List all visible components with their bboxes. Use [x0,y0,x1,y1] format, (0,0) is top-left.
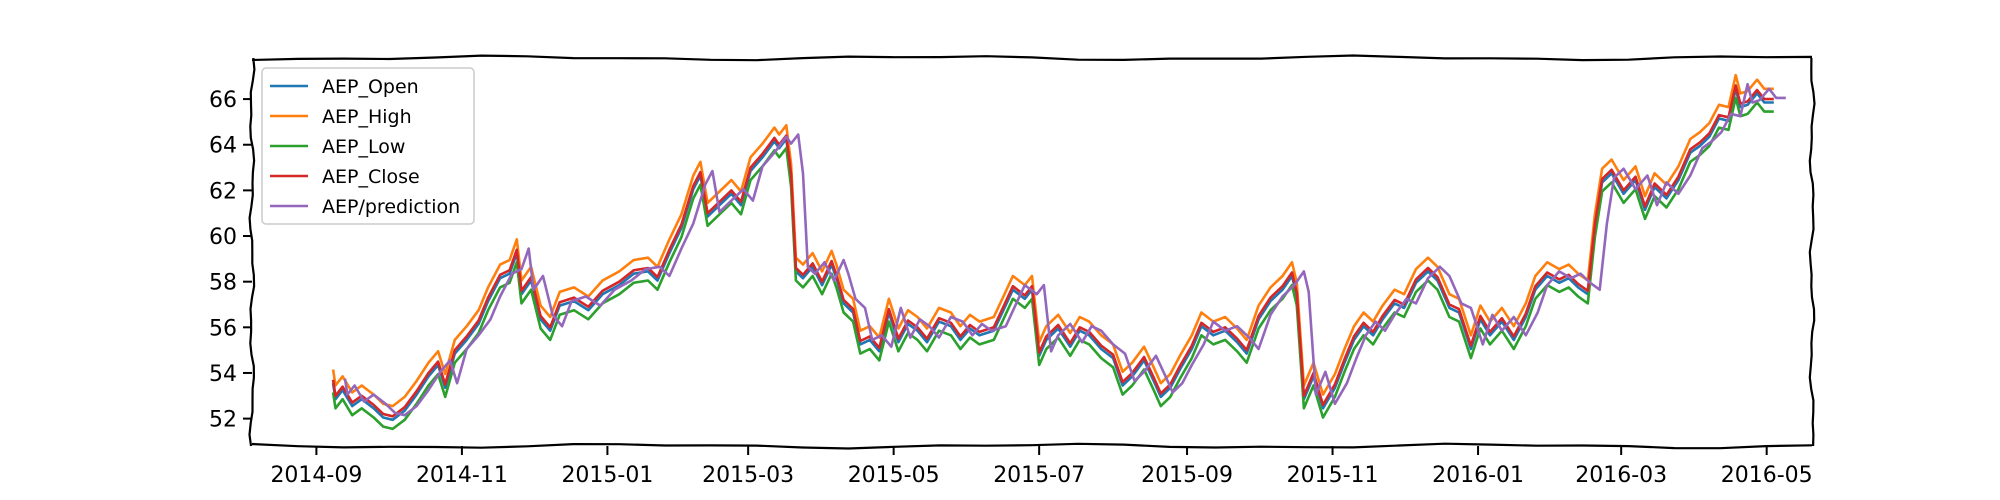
x-tick-label: 2015-07 [993,463,1085,488]
legend-label: AEP_Open [322,76,419,98]
x-tick-label: 2015-05 [848,463,940,488]
series-line [331,73,1774,408]
x-tick-label: 2015-09 [1141,463,1233,488]
series-layer [331,73,1786,431]
x-tick-label: 2014-09 [270,463,362,488]
x-tick-label: 2015-03 [702,463,794,488]
x-tick-label: 2016-05 [1721,463,1813,488]
y-tick-label: 62 [209,179,237,204]
y-axis: 52 54 56 58 60 62 64 66 [209,88,252,433]
series-aep-prediction [343,82,1786,417]
x-tick-label: 2014-11 [416,463,508,488]
legend-box [261,67,475,225]
y-tick-label: 54 [209,362,237,387]
x-tick-label: 2016-01 [1432,463,1524,488]
legend-label: AEP_Low [322,136,405,158]
plot-frame [248,54,1816,450]
x-tick-label: 2016-03 [1575,463,1667,488]
legend-label: AEP/prediction [322,196,460,218]
legend: AEP_Open AEP_High AEP_Low AEP_Close AEP/pred… [261,67,475,225]
series-line [343,82,1786,417]
y-tick-label: 56 [209,316,237,341]
y-tick-label: 60 [209,225,237,250]
x-axis: 2014-09 2014-11 2015-01 2015-03 2015-05 2015-… [270,446,1813,488]
legend-label: AEP_Close [322,166,420,188]
y-tick-label: 64 [209,134,237,159]
x-tick-label: 2015-11 [1287,463,1379,488]
y-tick-label: 58 [209,271,237,296]
series-aep-open [331,87,1774,422]
series-aep-close [331,84,1774,418]
x-tick-label: 2015-01 [561,463,653,488]
series-line [331,84,1774,418]
series-line [331,87,1774,422]
legend-label: AEP_High [322,106,412,128]
series-aep-high [331,73,1774,408]
y-tick-label: 66 [209,88,237,113]
y-tick-label: 52 [209,408,237,433]
